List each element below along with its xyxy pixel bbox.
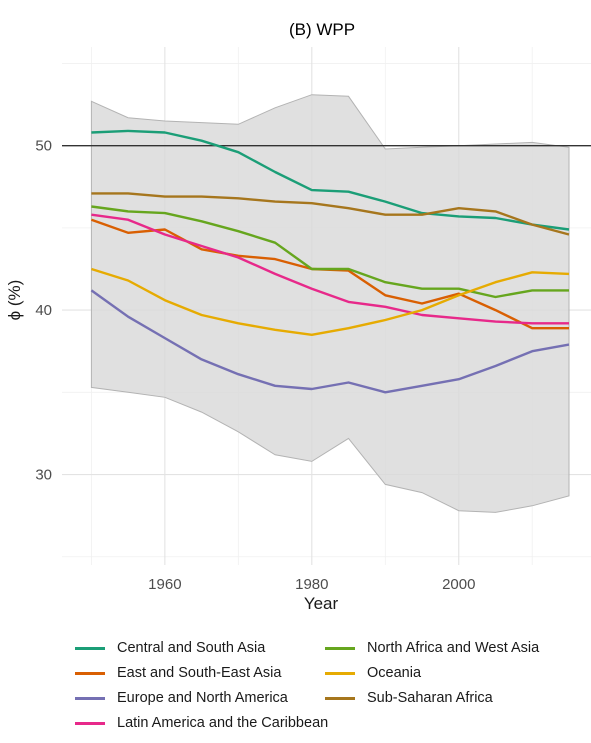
chart-title: (B) WPP [289, 20, 355, 39]
legend-label: North Africa and West Asia [367, 640, 540, 656]
legend-swatch [75, 696, 105, 700]
legend-label: East and South-East Asia [117, 665, 282, 681]
range-band [90, 94, 570, 513]
chart-svg: (B) WPP 30 40 50 1960 1980 2000 Year ϕ (%) [5, 20, 591, 613]
legend-item: Latin America and the Caribbean [75, 715, 328, 731]
legend-label: Latin America and the Caribbean [117, 715, 329, 731]
series-line-north-africa-and-west-asia [91, 205, 569, 299]
legend-label: Europe and North America [117, 690, 288, 706]
legend-swatch [75, 721, 105, 725]
series-lines [90, 129, 570, 394]
y-tick-label: 40 [35, 302, 52, 319]
legend-item: East and South-East Asia [75, 665, 281, 681]
series-line-oceania [91, 267, 570, 336]
x-axis-title: Year [304, 594, 339, 613]
series-line-europe-and-north-america [90, 289, 570, 394]
legend-item: Central and South Asia [75, 640, 265, 656]
legend-swatch [325, 646, 355, 650]
x-tick-label: 1960 [148, 576, 181, 593]
series-line-central-and-south-asia [91, 129, 570, 231]
legend-item: Sub-Saharan Africa [325, 690, 493, 706]
x-axis-ticks: 1960 1980 2000 [148, 576, 475, 593]
legend-swatch [75, 671, 105, 675]
legend-item: Oceania [325, 665, 421, 681]
legend-swatch [75, 646, 105, 650]
legend-label: Oceania [367, 665, 422, 681]
y-axis-ticks: 30 40 50 [35, 138, 52, 484]
x-tick-label: 1980 [295, 576, 328, 593]
legend-label: Central and South Asia [117, 640, 266, 656]
y-axis-title: ϕ (%) [5, 280, 24, 321]
range-band-area [90, 94, 570, 513]
x-tick-label: 2000 [442, 576, 475, 593]
legend-label: Sub-Saharan Africa [367, 690, 493, 706]
y-tick-label: 30 [35, 467, 52, 484]
legend-swatch [325, 696, 355, 700]
series-line-sub-saharan-africa [91, 192, 570, 236]
legend-swatch [325, 671, 355, 675]
y-tick-label: 50 [35, 138, 52, 155]
legend-item: North Africa and West Asia [325, 640, 539, 656]
series-line-latin-america-and-the-caribbean [91, 213, 569, 325]
legend-item: Europe and North America [75, 690, 288, 706]
